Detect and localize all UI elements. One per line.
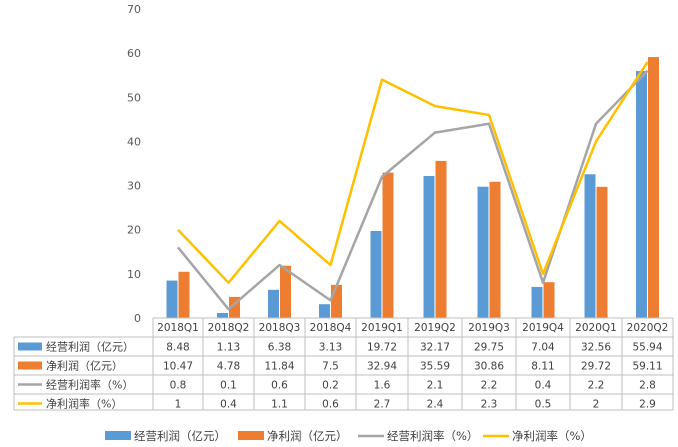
table-cell-value: 6.38 [268,342,291,354]
table-legend-key [18,361,42,370]
line-marks [177,61,649,311]
table-cell-value: 0.2 [322,380,339,392]
table-series-name: 经营利润率（%） [46,378,133,392]
y-tick-label: 70 [127,3,141,16]
bar-operating-profit [636,71,647,319]
table-cell-value: 0.6 [322,399,339,411]
table-series-name: 净利润率（%） [46,397,122,411]
y-tick-label: 50 [127,91,141,104]
y-tick-label: 40 [127,135,141,148]
bar-operating-profit [217,313,228,318]
legend-label: 净利润率（%） [512,429,592,443]
bar-net-profit [596,186,608,318]
table-cell-value: 2.8 [639,380,656,392]
legend-key [238,431,264,440]
table-cell-value: 2.9 [639,399,656,411]
table-cell-value: 2.2 [481,380,498,392]
bar-net-profit [382,172,394,318]
x-category-label: 2018Q1 [157,322,199,334]
table-cell-value: 8.48 [166,342,189,354]
bar-operating-profit [370,230,382,318]
x-category-label: 2018Q4 [310,322,352,334]
table-cell-value: 0.4 [220,399,237,411]
bar-marks [166,57,659,319]
legend: 经营利润（亿元） 净利润（亿元） 经营利润率（%） 净利润率（%） [105,429,592,443]
table-cell-value: 2 [593,399,600,411]
table-cell-value: 0.1 [220,380,237,392]
table-cell-value: 32.56 [581,342,611,354]
table-cell-value: 35.59 [420,361,450,373]
table-cell-value: 19.72 [367,342,397,354]
table-cell-value: 11.84 [264,361,294,373]
bar-net-profit [280,265,291,318]
table-cell-value: 59.11 [632,361,662,373]
x-category-label: 2018Q2 [208,322,250,334]
x-category-label: 2019Q3 [468,322,510,334]
table-cell-value: 7.04 [531,342,555,354]
table-cell-value: 55.94 [632,342,662,354]
legend-label: 经营利润（亿元） [134,429,226,443]
y-tick-label: 60 [127,47,141,60]
table-cell-value: 7.5 [322,361,339,373]
bar-net-profit [229,296,240,318]
legend-label: 净利润（亿元） [267,429,348,443]
table-cell-value: 32.17 [420,342,450,354]
legend-key [105,431,131,440]
bar-operating-profit [477,186,489,318]
table-cell-value: 1 [175,399,182,411]
bar-net-profit [489,181,501,318]
bar-operating-profit [166,280,178,318]
bar-operating-profit [319,304,330,318]
x-category-label: 2018Q3 [259,322,301,334]
bar-operating-profit [584,174,596,318]
line-net-margin [177,61,649,284]
legend-label: 经营利润率（%） [387,429,478,443]
bar-net-profit [178,271,190,318]
table-cell-value: 2.3 [481,399,498,411]
table-cell-value: 0.8 [170,380,187,392]
bar-net-profit [648,57,659,319]
table-cell-value: 1.6 [374,380,391,392]
x-category-label: 2020Q1 [575,322,617,334]
table-cell-value: 29.75 [474,342,504,354]
bar-operating-profit [268,289,279,318]
table-cell-value: 4.78 [217,361,240,373]
table-cell-value: 1.13 [217,342,240,354]
y-tick-label: 0 [134,312,141,325]
line-operating-margin [177,69,649,311]
data-table: 2018Q1 2018Q2 2018Q3 2018Q4 2019Q1 2019Q2 2019… [13,317,674,411]
x-category-label: 2019Q1 [361,322,403,334]
bar-net-profit [331,284,342,318]
bar-net-profit [435,160,447,318]
table-cell-value: 2.4 [427,399,444,411]
table-cell-value: 2.2 [588,380,605,392]
table-cell-value: 0.4 [535,380,552,392]
table-cell-value: 0.5 [535,399,552,411]
x-category-label: 2019Q2 [414,322,456,334]
bar-net-profit [543,282,555,318]
table-cell-value: 32.94 [367,361,397,373]
y-tick-label: 10 [127,268,141,281]
bar-operating-profit [531,286,543,318]
x-category-label: 2020Q2 [627,322,669,334]
bar-operating-profit [423,175,435,318]
table-series-name: 经营利润（亿元） [46,340,134,354]
table-cell-value: 1.1 [271,399,288,411]
y-tick-label: 30 [127,180,141,193]
table-cell-value: 2.1 [427,380,444,392]
table-cell-value: 10.47 [163,361,193,373]
table-cell-value: 2.7 [374,399,391,411]
table-cell-value: 3.13 [319,342,342,354]
table-cell-value: 0.6 [271,380,288,392]
y-axis: 0 10 20 30 40 50 60 70 [127,3,141,325]
y-tick-label: 20 [127,224,141,237]
x-category-label: 2019Q4 [522,322,564,334]
table-cell-value: 29.72 [581,361,611,373]
table-cell-value: 30.86 [474,361,504,373]
table-series-name: 净利润（亿元） [46,359,123,373]
table-legend-key [18,342,42,351]
table-cell-value: 8.11 [531,361,554,373]
